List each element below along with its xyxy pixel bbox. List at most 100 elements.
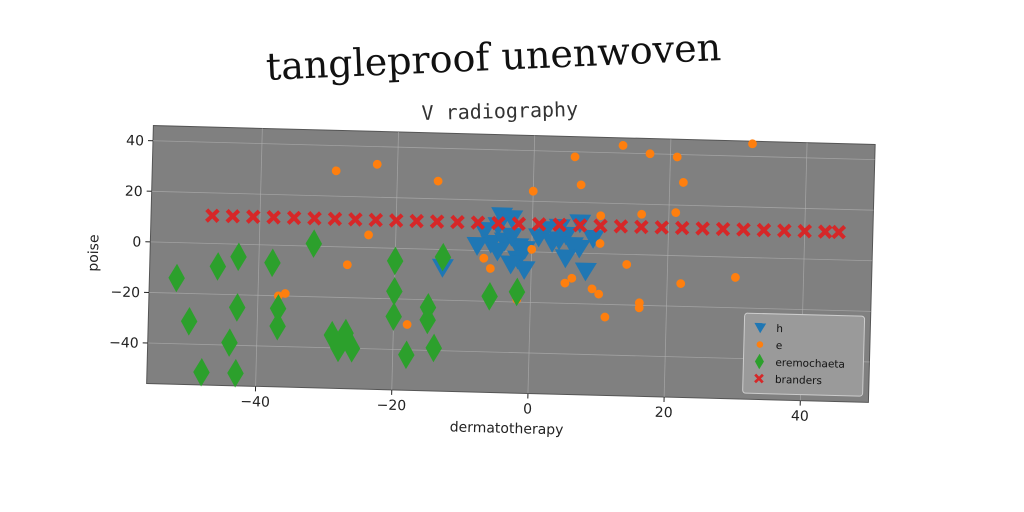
y-tick-label: 0 — [132, 234, 141, 250]
data-point-branders — [695, 221, 710, 236]
y-gridline — [149, 292, 871, 312]
legend-box — [742, 312, 866, 397]
data-point-h — [500, 255, 523, 275]
data-point-branders — [756, 222, 772, 238]
data-point-h — [548, 218, 571, 238]
data-point-eremochaeta — [419, 305, 436, 335]
data-point-eremochaeta — [386, 246, 404, 276]
data-point-eremochaeta — [168, 263, 185, 293]
data-point-h — [568, 239, 591, 259]
data-point-eremochaeta — [264, 248, 281, 278]
data-point-eremochaeta — [508, 277, 526, 307]
data-point-branders — [593, 218, 608, 234]
x-axis-label: dermatotherapy — [450, 419, 564, 438]
data-point-branders — [613, 219, 629, 234]
legend-label: eremochaeta — [775, 357, 845, 371]
data-point-e — [676, 279, 686, 289]
data-point-branders — [817, 224, 833, 240]
data-point-e — [596, 211, 606, 221]
data-point-e — [560, 278, 570, 288]
data-point-e — [364, 230, 373, 240]
data-point-eremochaeta — [228, 293, 246, 322]
data-point-branders — [450, 214, 465, 230]
y-gridline — [151, 190, 874, 211]
data-point-eremochaeta — [269, 294, 287, 323]
data-point-h — [486, 242, 509, 262]
legend-marker-e — [756, 341, 764, 348]
legend-label: e — [776, 340, 783, 352]
data-point-branders — [531, 216, 547, 232]
data-point-e — [634, 303, 644, 313]
data-point-e — [479, 253, 489, 263]
data-point-eremochaeta — [221, 328, 238, 357]
y-gridline — [152, 140, 875, 161]
data-point-e — [280, 289, 290, 298]
data-point-eremochaeta — [269, 311, 286, 341]
data-point-eremochaeta — [305, 229, 323, 258]
data-point-e — [567, 273, 577, 283]
data-point-eremochaeta — [180, 307, 198, 336]
data-point-eremochaeta — [330, 333, 347, 363]
legend-marker-h — [754, 322, 767, 334]
data-point-h — [487, 217, 510, 237]
data-point-eremochaeta — [385, 302, 402, 331]
data-point-e — [372, 159, 382, 169]
x-tick-label: −20 — [376, 398, 406, 415]
data-point-branders — [634, 219, 649, 235]
data-point-branders — [715, 221, 731, 237]
data-point-e — [342, 260, 352, 270]
series-branders — [205, 208, 847, 240]
data-point-eremochaeta — [323, 320, 341, 350]
x-tick-label: 20 — [655, 405, 673, 421]
data-point-e — [433, 176, 443, 186]
data-point-branders — [552, 217, 567, 233]
legend-marker-eremochaeta — [754, 353, 764, 370]
data-point-branders — [286, 210, 302, 226]
data-point-branders — [429, 214, 445, 229]
data-point-branders — [327, 211, 343, 227]
x-gridline — [663, 139, 672, 398]
x-gridline — [255, 128, 263, 387]
data-point-e — [528, 186, 538, 196]
data-point-e — [527, 244, 537, 254]
series-eremochaeta — [168, 229, 526, 388]
data-point-e — [672, 152, 682, 162]
x-tick-label: −40 — [240, 394, 270, 411]
data-point-branders — [409, 213, 424, 229]
data-point-e — [594, 289, 604, 299]
data-point-eremochaeta — [209, 252, 227, 281]
legend-label: h — [776, 323, 783, 335]
data-point-e — [618, 141, 628, 150]
x-tick-label: 0 — [523, 401, 532, 417]
data-point-e — [576, 180, 586, 190]
data-point-eremochaeta — [398, 340, 415, 370]
data-point-eremochaeta — [386, 276, 403, 306]
data-point-branders — [205, 208, 220, 223]
y-tick-label: −20 — [110, 284, 140, 301]
legend-label: branders — [775, 374, 822, 387]
data-point-e — [402, 320, 412, 329]
data-point-branders — [777, 223, 792, 238]
data-point-h — [574, 262, 597, 282]
data-point-branders — [797, 223, 813, 239]
data-point-e — [595, 239, 605, 248]
legend: he eremochaeta branders — [742, 312, 866, 397]
data-point-branders — [368, 212, 384, 228]
data-point-branders — [511, 216, 527, 232]
data-point-branders — [266, 209, 281, 225]
data-point-e — [622, 260, 632, 269]
y-axis-label: poise — [86, 234, 103, 272]
data-point-e — [637, 209, 647, 219]
data-point-e — [570, 152, 580, 162]
data-point-branders — [348, 212, 363, 227]
y-tick-label: −40 — [109, 335, 139, 352]
data-point-e — [678, 178, 688, 187]
data-point-eremochaeta — [193, 357, 210, 387]
data-point-e — [748, 139, 757, 149]
data-point-e — [587, 284, 597, 294]
plot-area: −40 −20 0 20 40 −40 −20 0 20 40 he eremochaeta bran… — [86, 125, 876, 438]
data-point-h — [582, 229, 605, 249]
data-point-branders — [388, 213, 404, 228]
data-point-h — [513, 260, 536, 280]
